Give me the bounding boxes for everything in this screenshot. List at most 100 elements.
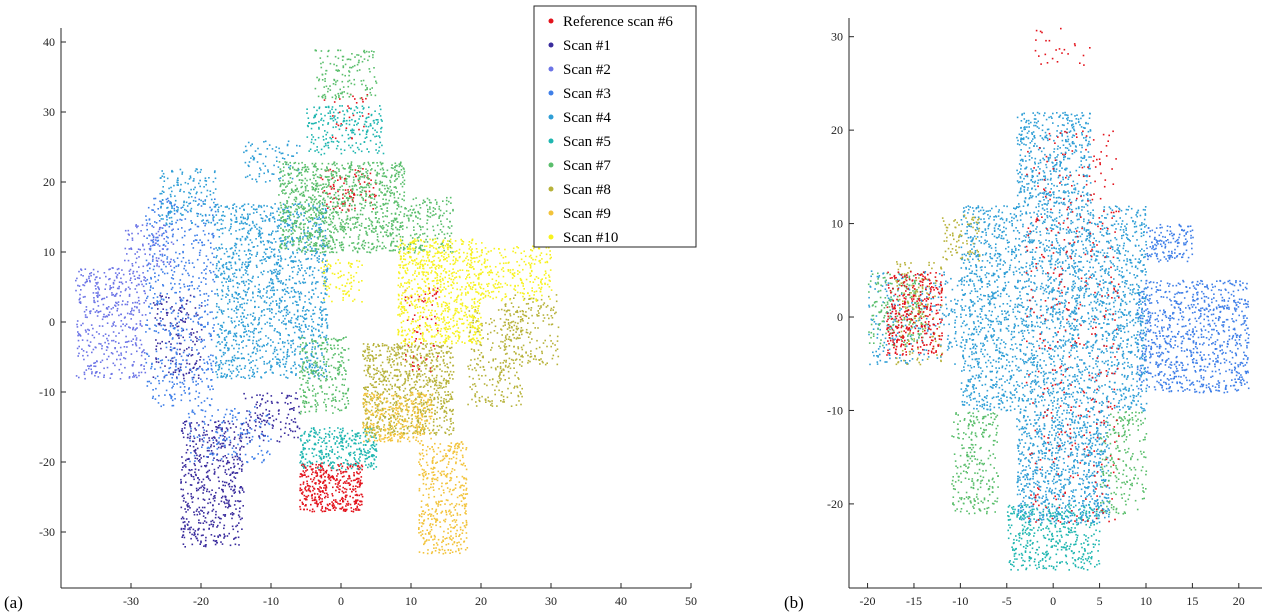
point-reference [340,472,342,475]
point-scan3 [145,215,147,217]
point-reference [339,98,341,100]
point-scan1 [221,495,224,498]
point-scan3 [188,392,191,394]
point-scan5 [313,432,316,434]
point-scan1 [180,488,182,491]
point-scan4 [275,268,277,271]
point-scan1 [211,437,213,439]
point-scan4 [247,339,250,341]
point-scan5 [356,123,358,126]
point-reference [357,170,359,172]
point-scan1 [203,484,206,486]
point-scan4 [162,202,164,205]
point-scan3 [212,388,214,390]
point-scan4 [299,237,302,240]
point-scan2 [119,294,121,297]
point-scan1 [257,416,259,419]
point-scan3 [162,324,165,326]
point-scan5 [364,460,366,463]
point-scan1 [183,427,186,429]
point-scan2 [99,310,102,313]
point-scan4 [282,320,285,322]
point-scan3 [183,386,186,388]
point-scan3 [166,256,169,258]
point-scan1 [230,467,232,469]
point-scan4 [273,329,276,332]
point-scan1 [218,465,221,467]
point-scan5 [329,112,332,114]
point-scan3 [190,427,192,430]
point-scan1 [211,519,214,522]
point-scan2 [76,326,79,328]
point-reference [337,124,340,127]
point-reference [366,94,369,96]
point-scan2 [125,288,127,290]
point-scan7 [389,191,391,193]
point-scan3 [175,369,178,371]
point-scan7 [347,197,350,200]
point-scan1 [186,348,188,350]
point-scan5 [309,434,312,437]
point-scan2 [128,295,131,297]
point-scan2 [123,346,126,348]
point-scan4 [255,352,257,355]
point-scan4 [162,186,164,188]
point-scan1 [248,413,251,416]
point-scan5 [325,456,328,458]
point-scan4 [308,373,310,376]
point-scan2 [105,349,108,351]
point-scan4 [213,171,216,174]
point-scan5 [359,435,362,437]
point-scan3 [199,249,202,252]
point-scan4 [269,214,272,216]
point-scan2 [132,272,134,275]
point-scan2 [86,339,89,342]
point-reference [431,295,434,297]
point-scan2 [107,313,110,316]
point-scan2 [130,277,132,279]
point-reference [311,497,313,499]
point-scan4 [222,375,225,377]
point-scan2 [94,311,97,313]
point-reference [411,369,414,371]
point-scan4 [287,140,290,143]
point-scan4 [169,212,171,214]
point-scan3 [161,362,163,365]
point-scan3 [168,380,171,383]
point-scan1 [233,484,236,487]
point-scan4 [271,270,273,273]
point-reference [332,476,334,479]
point-scan1 [218,426,220,429]
point-scan3 [225,438,228,441]
point-scan2 [87,344,90,347]
point-scan4 [288,166,290,169]
point-scan3 [212,453,215,455]
point-scan1 [215,426,217,428]
point-scan5 [374,135,376,138]
point-scan4 [260,314,263,317]
point-reference [327,504,329,507]
point-scan1 [241,470,243,472]
point-scan4 [294,322,297,324]
point-scan1 [290,395,292,397]
point-scan4 [169,193,172,196]
point-scan2 [76,277,78,280]
point-scan3 [155,302,158,305]
point-scan4 [301,315,304,318]
point-scan1 [224,471,226,474]
point-scan4 [208,214,211,216]
point-scan5 [378,146,381,149]
point-scan2 [109,288,111,291]
point-reference [334,137,337,140]
point-scan4 [233,347,235,350]
point-scan4 [239,306,241,308]
point-scan3 [165,265,167,268]
point-reference [323,484,326,487]
point-scan4 [166,218,168,221]
point-scan4 [243,309,246,311]
point-scan1 [284,426,287,429]
point-scan2 [143,349,145,351]
point-scan7 [384,187,386,190]
point-scan5 [372,462,375,465]
point-scan4 [316,229,318,232]
